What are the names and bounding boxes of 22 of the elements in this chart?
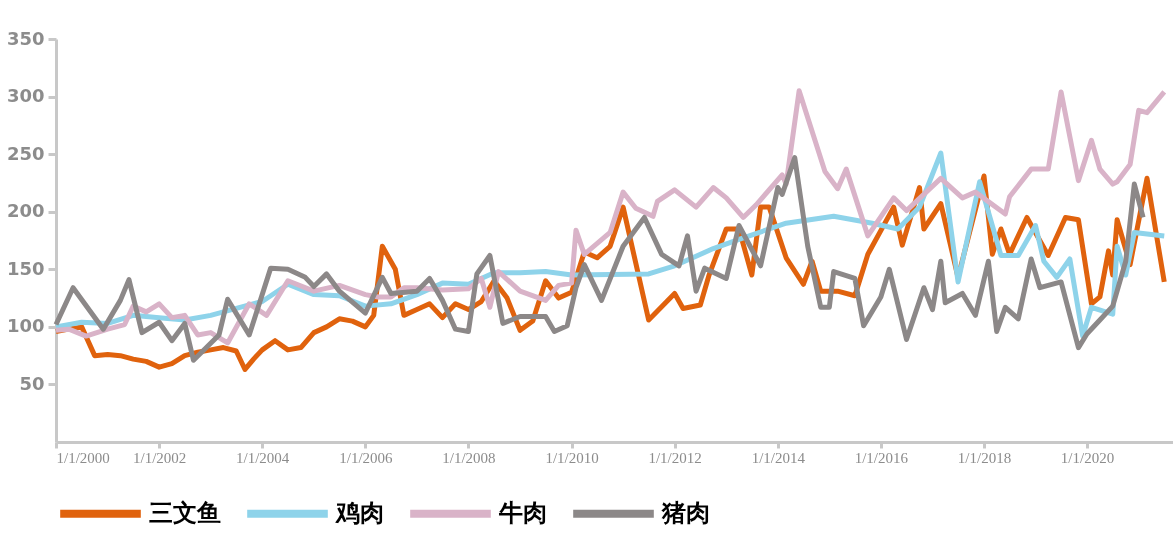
- x-tick-label: 1/1/2016: [854, 449, 909, 466]
- y-tick-label: 150: [6, 257, 45, 279]
- y-tick-label: 200: [6, 200, 45, 222]
- x-tick-label: 1/1/2014: [751, 449, 806, 466]
- x-tick-label: 1/1/2020: [1060, 449, 1115, 466]
- y-tick-label: 300: [6, 85, 45, 107]
- legend-label: 牛肉: [498, 498, 547, 527]
- x-tick-label: 1/1/2004: [236, 449, 290, 466]
- legend-label: 猪肉: [661, 498, 710, 527]
- x-tick-label: 1/1/2018: [957, 449, 1012, 466]
- legend-label: 鸡肉: [335, 498, 384, 527]
- x-tick-label: 1/1/2000: [56, 449, 110, 466]
- x-tick-label: 1/1/2010: [545, 449, 599, 466]
- x-tick-label: 1/1/2012: [648, 449, 702, 466]
- x-tick-label: 1/1/2006: [339, 449, 394, 466]
- y-tick-label: 100: [6, 315, 45, 337]
- x-tick-label: 1/1/2008: [442, 449, 496, 466]
- y-tick-label: 350: [6, 27, 45, 49]
- x-tick-label: 1/1/2002: [133, 449, 187, 466]
- y-tick-label: 50: [19, 372, 45, 394]
- y-tick-label: 250: [6, 142, 45, 164]
- legend-label: 三文鱼: [149, 498, 221, 527]
